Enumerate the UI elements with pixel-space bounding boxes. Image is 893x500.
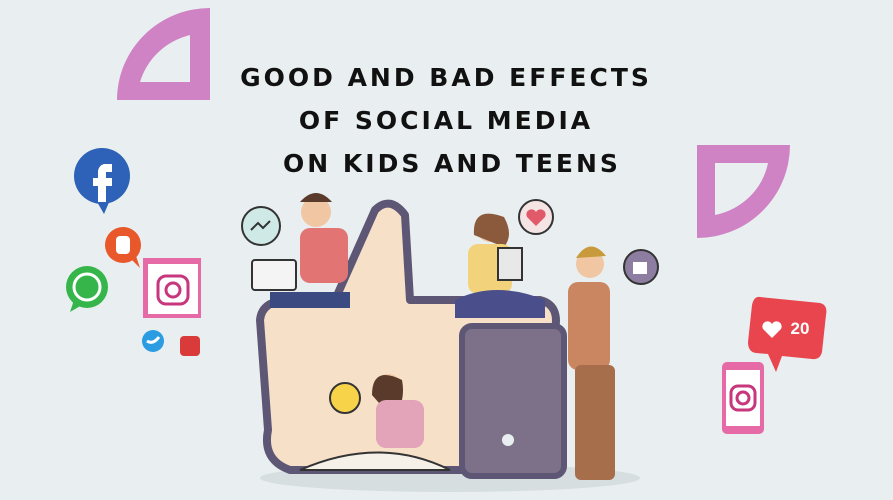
quarter-shape	[117, 8, 210, 100]
like-count: 20	[791, 319, 810, 338]
like-badge: 20	[748, 296, 827, 372]
title-line: GOOD AND BAD EFFECTS	[240, 63, 652, 92]
social-icons	[66, 148, 201, 356]
title-line: OF SOCIAL MEDIA	[299, 106, 593, 135]
phone-icon	[722, 362, 764, 434]
title-line: ON KIDS AND TEENS	[283, 149, 621, 178]
people	[251, 193, 615, 480]
quarter-shape	[697, 145, 790, 238]
floating-icons	[241, 199, 659, 414]
